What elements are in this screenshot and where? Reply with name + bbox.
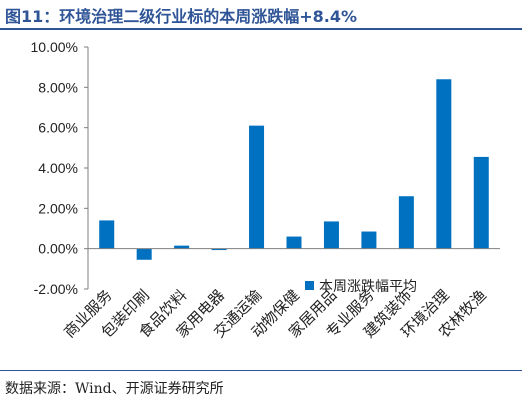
y-tick-label: 4.00% <box>38 160 78 176</box>
y-tick-label: 6.00% <box>38 120 78 136</box>
bar-动物保健 <box>286 236 302 249</box>
y-tick-label: 0.00% <box>38 241 78 257</box>
source-divider <box>0 370 522 371</box>
bar-专业服务 <box>361 231 377 249</box>
bar-食品饮料 <box>174 245 190 249</box>
y-tick-label: 2.00% <box>38 200 78 216</box>
bar-家用电器 <box>211 248 227 251</box>
bar-包装印刷 <box>136 248 152 260</box>
legend-label: 本周涨跌幅平均 <box>319 279 417 295</box>
x-axis-labels: 商业服务包装印刷食品饮料家用电器交通运输动物保健家居用品专业服务建筑装饰环境治理… <box>60 286 490 341</box>
bar-商业服务 <box>99 220 115 249</box>
bar-建筑装饰 <box>398 196 414 249</box>
data-source: 数据来源：Wind、开源证券研究所 <box>5 381 224 397</box>
bar-chart: -2.00% 0.00% 2.00% 4.00% 6.00% 8.00% 10.00% 商业… <box>31 39 500 341</box>
chart-legend: 本周涨跌幅平均 <box>305 279 417 295</box>
y-tick-label: 10.00% <box>31 39 78 55</box>
bar-交通运输 <box>249 125 265 249</box>
figure-title: 图11：环境治理二级行业标的本周涨跌幅+8.4% <box>5 7 358 26</box>
bar-家居用品 <box>323 221 339 249</box>
bar-环境治理 <box>436 79 452 249</box>
bar-series <box>88 79 500 260</box>
bar-农林牧渔 <box>473 156 489 249</box>
title-divider <box>0 28 522 30</box>
legend-swatch <box>305 281 314 290</box>
y-tick-label: -2.00% <box>34 281 78 297</box>
y-axis: -2.00% 0.00% 2.00% 4.00% 6.00% 8.00% 10.00% <box>31 39 89 297</box>
y-tick-label: 8.00% <box>38 79 78 95</box>
